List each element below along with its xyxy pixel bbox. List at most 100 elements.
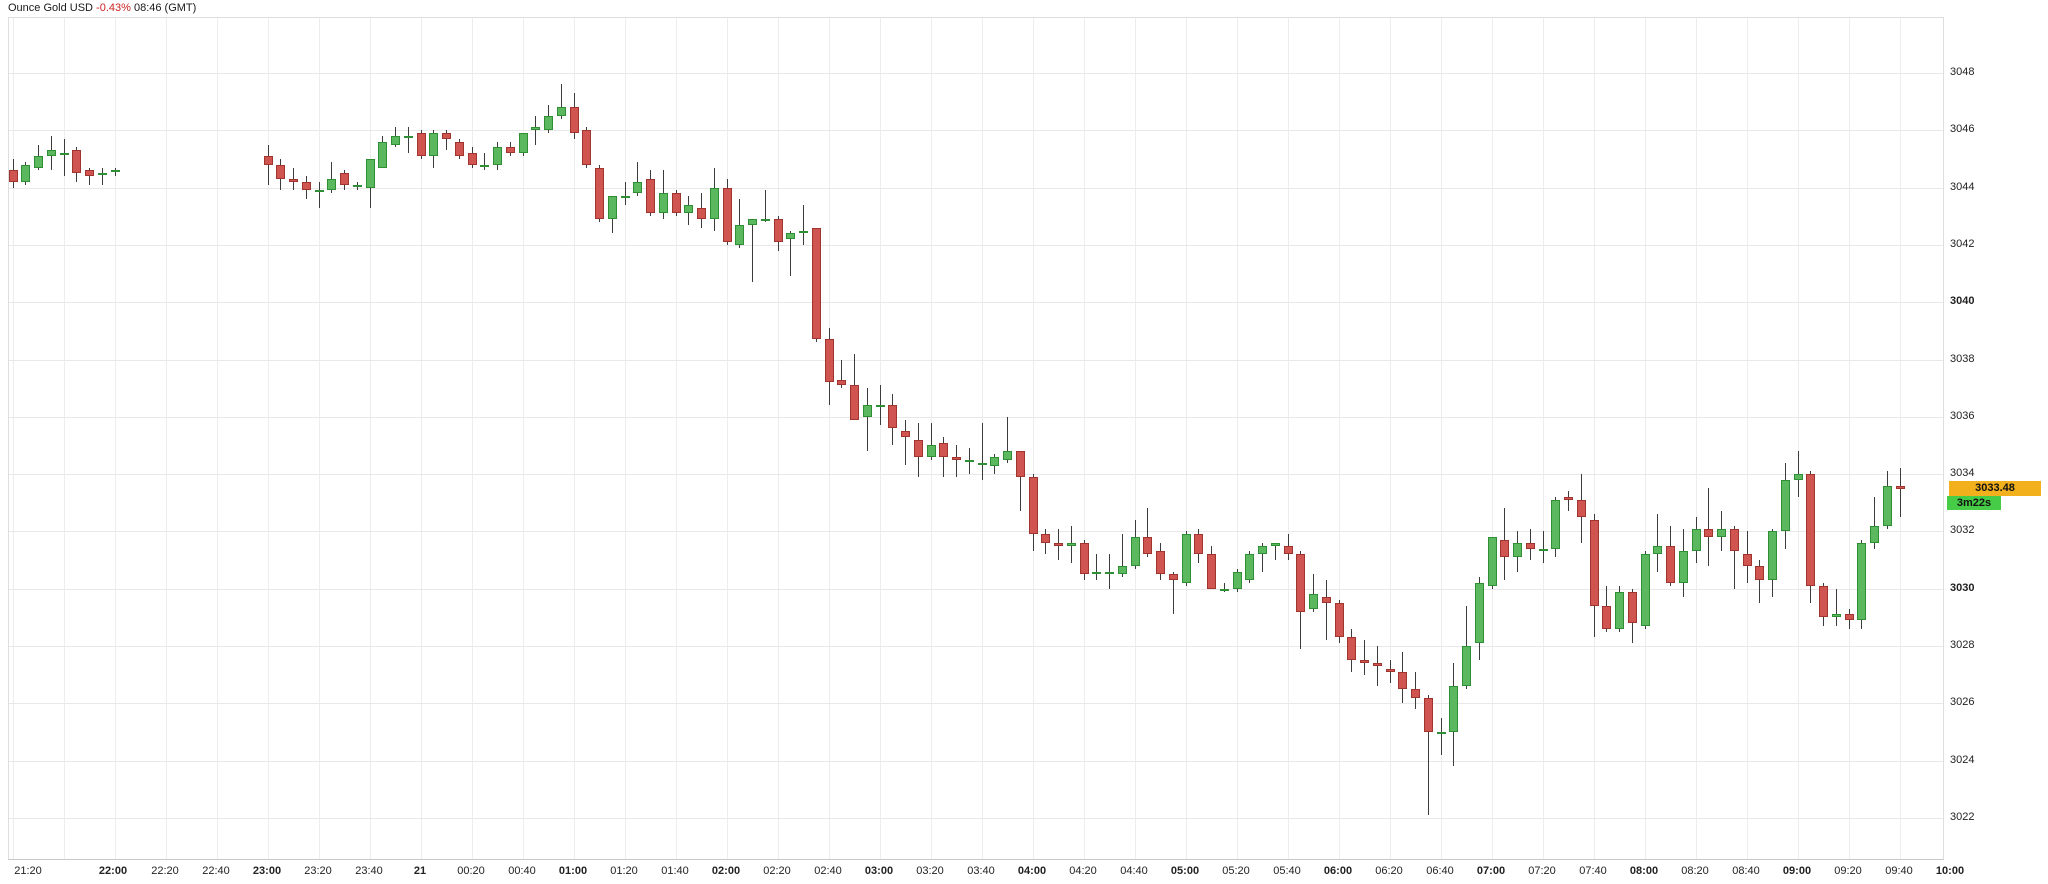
- candle-bearish[interactable]: [1385, 668, 1395, 672]
- candle-bearish[interactable]: [888, 405, 898, 429]
- candle-bullish[interactable]: [480, 164, 490, 167]
- candle-bearish[interactable]: [1334, 603, 1344, 638]
- candle-bullish[interactable]: [1449, 686, 1459, 732]
- candle-bullish[interactable]: [1780, 479, 1790, 532]
- candle-bullish[interactable]: [1270, 542, 1280, 546]
- candle-bearish[interactable]: [1321, 597, 1331, 603]
- candle-bullish[interactable]: [1857, 542, 1867, 621]
- candle-bullish[interactable]: [1066, 542, 1076, 546]
- candle-bearish[interactable]: [1525, 542, 1535, 549]
- candle-bullish[interactable]: [391, 136, 400, 145]
- candle-bullish[interactable]: [1640, 554, 1650, 626]
- candle-bearish[interactable]: [837, 379, 847, 386]
- candle-bullish[interactable]: [990, 456, 1000, 466]
- candle-bullish[interactable]: [1130, 537, 1140, 566]
- candle-bearish[interactable]: [1398, 671, 1408, 689]
- candle-bearish[interactable]: [1079, 542, 1089, 575]
- candle-bearish[interactable]: [1602, 605, 1612, 629]
- candle-bearish[interactable]: [301, 181, 311, 191]
- candle-bullish[interactable]: [34, 156, 43, 168]
- candle-bullish[interactable]: [862, 405, 872, 417]
- candle-bearish[interactable]: [569, 107, 579, 134]
- candle-bearish[interactable]: [671, 193, 681, 214]
- candle-bullish[interactable]: [1474, 582, 1484, 644]
- candle-bullish[interactable]: [493, 147, 502, 165]
- candle-bearish[interactable]: [1589, 519, 1599, 606]
- candle-bearish[interactable]: [1576, 499, 1586, 518]
- candle-bullish[interactable]: [1831, 614, 1841, 618]
- candle-bearish[interactable]: [773, 219, 783, 243]
- candle-bullish[interactable]: [926, 445, 936, 457]
- candle-bearish[interactable]: [595, 167, 604, 220]
- candle-bullish[interactable]: [544, 115, 553, 131]
- candle-bullish[interactable]: [760, 219, 770, 222]
- candle-bullish[interactable]: [1882, 485, 1892, 526]
- candle-bearish[interactable]: [1360, 660, 1369, 664]
- candle-bullish[interactable]: [1487, 537, 1497, 586]
- candle-bearish[interactable]: [697, 207, 706, 220]
- candle-bullish[interactable]: [365, 158, 375, 188]
- candle-bearish[interactable]: [416, 133, 426, 157]
- candle-bearish[interactable]: [1194, 534, 1204, 555]
- candle-bearish[interactable]: [952, 456, 961, 460]
- candle-bullish[interactable]: [709, 187, 719, 220]
- candle-bullish[interactable]: [1870, 525, 1879, 543]
- candle-bullish[interactable]: [1309, 594, 1318, 609]
- candle-bearish[interactable]: [582, 130, 592, 165]
- candle-bearish[interactable]: [1627, 591, 1637, 624]
- candle-bullish[interactable]: [352, 184, 362, 187]
- candle-bullish[interactable]: [1436, 731, 1446, 734]
- candle-bearish[interactable]: [505, 147, 515, 154]
- candle-bearish[interactable]: [646, 179, 655, 214]
- candle-bearish[interactable]: [1564, 497, 1573, 500]
- candle-bullish[interactable]: [1232, 571, 1242, 589]
- candle-bearish[interactable]: [913, 439, 923, 457]
- candle-bullish[interactable]: [1117, 565, 1127, 575]
- candle-bullish[interactable]: [378, 141, 388, 168]
- candle-bearish[interactable]: [811, 227, 821, 340]
- candle-bearish[interactable]: [824, 339, 834, 383]
- candle-bearish[interactable]: [1283, 545, 1293, 555]
- candle-bearish[interactable]: [263, 156, 273, 165]
- candle-bullish[interactable]: [314, 190, 324, 193]
- candle-bullish[interactable]: [875, 405, 885, 408]
- candle-bearish[interactable]: [1423, 697, 1433, 732]
- candle-bullish[interactable]: [97, 173, 107, 176]
- candle-bullish[interactable]: [46, 150, 56, 157]
- candle-bearish[interactable]: [1015, 451, 1025, 477]
- candle-bullish[interactable]: [403, 136, 413, 139]
- candle-bullish[interactable]: [658, 193, 668, 214]
- candle-bullish[interactable]: [21, 164, 31, 182]
- candle-bullish[interactable]: [556, 107, 566, 116]
- candle-bullish[interactable]: [531, 127, 541, 131]
- candle-bearish[interactable]: [1755, 565, 1765, 581]
- candle-bearish[interactable]: [939, 442, 949, 457]
- candle-bullish[interactable]: [633, 181, 643, 194]
- candle-bullish[interactable]: [786, 233, 796, 240]
- candle-bullish[interactable]: [59, 153, 69, 156]
- candle-bearish[interactable]: [276, 164, 286, 179]
- candle-bullish[interactable]: [1003, 451, 1012, 460]
- candle-bullish[interactable]: [684, 204, 694, 214]
- candle-bearish[interactable]: [289, 179, 298, 182]
- candle-bullish[interactable]: [1258, 545, 1267, 555]
- candle-bearish[interactable]: [1500, 539, 1510, 558]
- candle-bullish[interactable]: [518, 133, 528, 154]
- candle-bullish[interactable]: [620, 196, 630, 199]
- candle-bullish[interactable]: [110, 170, 120, 173]
- candle-bearish[interactable]: [8, 170, 18, 182]
- candle-bullish[interactable]: [1219, 588, 1229, 591]
- candle-bearish[interactable]: [442, 133, 451, 139]
- candle-bullish[interactable]: [1462, 646, 1471, 687]
- candle-bullish[interactable]: [1717, 528, 1726, 538]
- candle-bearish[interactable]: [1729, 528, 1739, 552]
- candle-bearish[interactable]: [1207, 554, 1216, 589]
- candle-bearish[interactable]: [72, 150, 82, 174]
- candle-bullish[interactable]: [327, 179, 337, 191]
- candle-bullish[interactable]: [735, 224, 745, 245]
- candle-bearish[interactable]: [454, 141, 464, 157]
- candle-bullish[interactable]: [1513, 542, 1522, 558]
- candle-bullish[interactable]: [607, 196, 617, 220]
- candle-bullish[interactable]: [1245, 554, 1255, 581]
- candle-bearish[interactable]: [1742, 554, 1752, 566]
